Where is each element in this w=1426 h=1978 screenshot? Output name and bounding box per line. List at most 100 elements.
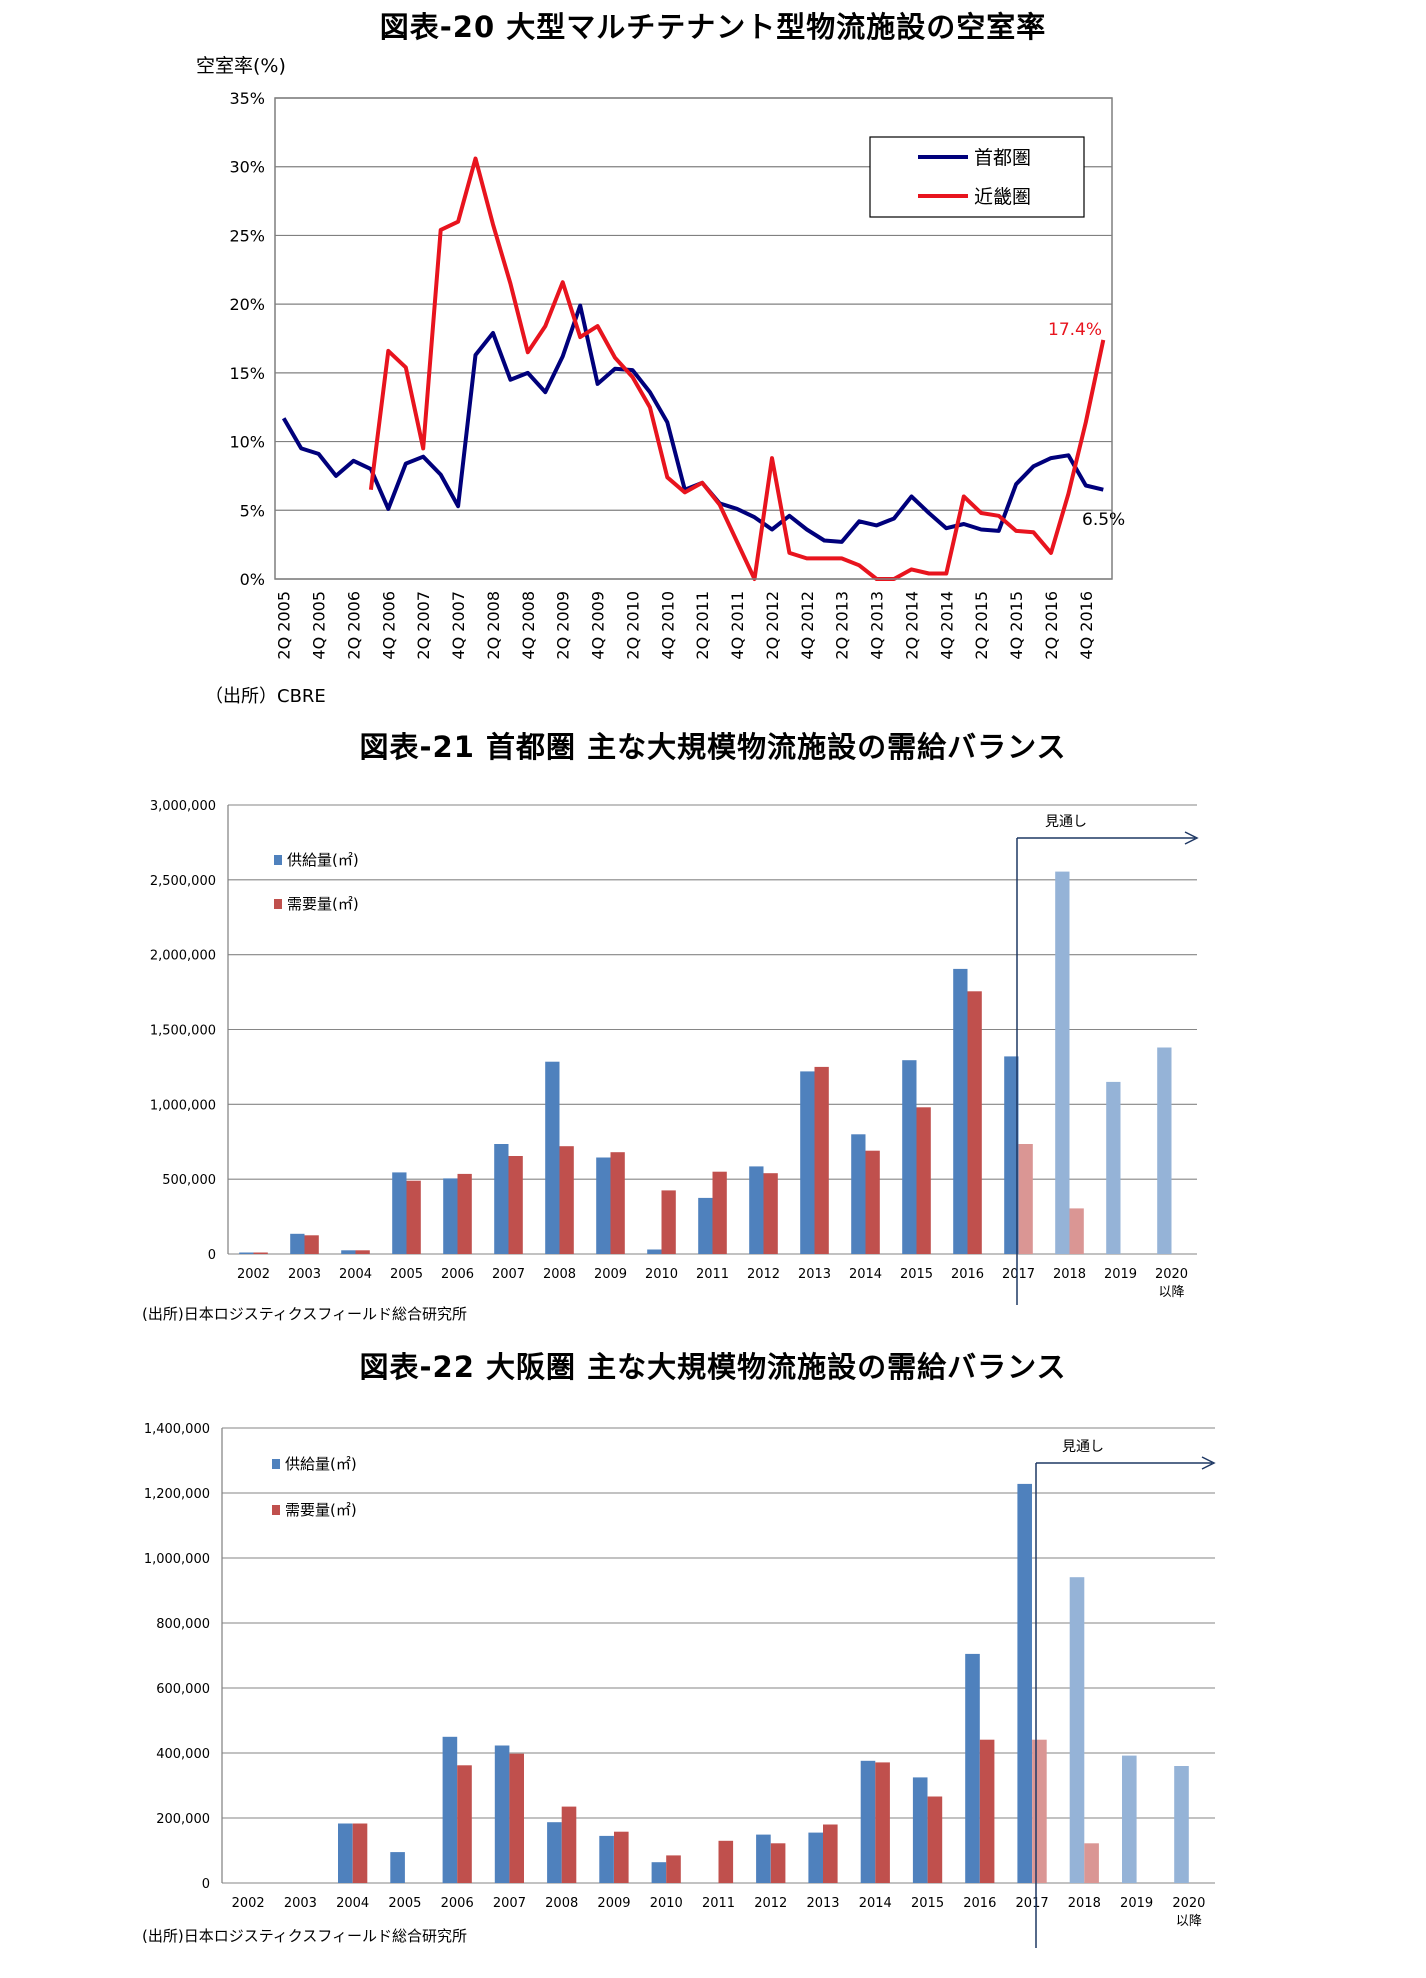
demand-bar-2006 [457, 1765, 472, 1883]
x-tick-label: 4Q 2014 [937, 591, 956, 660]
x-tick-label: 2Q 2005 [275, 591, 294, 660]
supply-bar-2019 [1106, 1081, 1121, 1254]
x-tick-label: 2Q 2014 [902, 591, 921, 660]
x-tick-label-line2: 以降 [1158, 1285, 1184, 1300]
supply-bar-2018 [1069, 1577, 1085, 1883]
x-tick-label: 2007 [492, 1267, 525, 1282]
demand-bar-2017 [1032, 1739, 1047, 1883]
series-line-kinki [368, 156, 1106, 581]
demand-bar-2010 [666, 1855, 681, 1883]
y-tick-label: 1,000,000 [150, 1098, 216, 1113]
demand-bar-2011 [718, 1840, 734, 1884]
demand-bar-2016 [967, 991, 982, 1254]
x-tick-label: 2010 [645, 1267, 678, 1282]
x-tick-label: 2006 [441, 1896, 474, 1911]
x-tick-label: 4Q 2005 [310, 591, 329, 660]
legend-label-kinki: 近畿圏 [974, 186, 1031, 208]
x-tick-label: 2009 [597, 1896, 630, 1911]
y-tick-label: 25% [229, 226, 265, 245]
x-tick-label: 2004 [336, 1896, 369, 1911]
y-tick-label: 30% [229, 158, 265, 177]
demand-bar-2007 [508, 1156, 523, 1254]
demand-bar-2008 [561, 1806, 577, 1883]
x-tick-label: 4Q 2010 [658, 591, 677, 660]
y-tick-label: 20% [229, 295, 265, 314]
demand-bar-2014 [865, 1150, 880, 1254]
x-tick-label: 4Q 2007 [449, 591, 468, 660]
x-tick-label: 2016 [963, 1896, 996, 1911]
supply-bar-2018 [1055, 871, 1070, 1254]
y-tick-label: 1,500,000 [150, 1024, 216, 1039]
x-tick-label: 2003 [284, 1896, 317, 1911]
x-tick-label: 2020 [1155, 1267, 1188, 1282]
source-note-22: (出所)日本ロジスティクスフィールド総合研究所 [142, 1927, 468, 1945]
annotation-kinki-last: 17.4% [1048, 320, 1102, 340]
supply-bar-2020 [1174, 1766, 1189, 1883]
x-tick-label: 2Q 2015 [972, 591, 991, 660]
demand-bar-2014 [875, 1762, 890, 1883]
supply-bar-2020 [1157, 1047, 1172, 1254]
demand-bar-2005 [406, 1180, 421, 1254]
x-tick-label: 2003 [288, 1267, 321, 1282]
y-axis-label: 空室率(%) [196, 55, 286, 77]
supply-bar-2017 [1004, 1056, 1019, 1254]
x-tick-label: 2Q 2009 [554, 591, 573, 660]
y-tick-label: 200,000 [156, 1812, 210, 1827]
x-tick-label: 2011 [696, 1267, 729, 1282]
legend: 供給量(㎡) 需要量(㎡) [274, 851, 359, 913]
x-tick-label: 2006 [441, 1267, 474, 1282]
x-tick-label: 2Q 2013 [833, 591, 852, 660]
demand-bar-2006 [457, 1173, 472, 1254]
x-tick-label: 2012 [754, 1896, 787, 1911]
y-tick-label: 0 [208, 1248, 216, 1263]
supply-bar-2011 [698, 1197, 713, 1254]
demand-bar-2011 [712, 1171, 727, 1254]
x-tick-label: 2018 [1053, 1267, 1086, 1282]
y-tick-label: 400,000 [156, 1747, 210, 1762]
y-tick-label: 5% [240, 501, 265, 520]
supply-bar-2007 [494, 1144, 509, 1254]
demand-bar-2008 [559, 1146, 574, 1254]
x-tick-label: 4Q 2013 [868, 591, 887, 660]
x-tick-label: 2014 [859, 1896, 892, 1911]
supply-bar-2015 [912, 1777, 928, 1883]
supply-bar-2004 [338, 1823, 353, 1883]
x-tick-labels: 2Q 2005 4Q 2005 2Q 2006 4Q 2006 2Q 2007 4Q 20… [275, 591, 1096, 660]
y-tick-label: 1,000,000 [144, 1552, 210, 1567]
y-tick-label: 800,000 [156, 1617, 210, 1632]
y-tick-label: 35% [229, 89, 265, 108]
supply-bar-2007 [494, 1745, 510, 1883]
legend-label-supply: 供給量(㎡) [287, 851, 359, 869]
y-tick-label: 0 [202, 1877, 210, 1892]
x-tick-labels: 2002 2003 2004 2005 2006 2007 2008 2009 2010 2011… [232, 1896, 1206, 1929]
demand-bar-2009 [614, 1831, 629, 1883]
supply-bar-2006 [442, 1736, 458, 1884]
x-tick-label: 4Q 2016 [1077, 591, 1096, 660]
legend-label-demand: 需要量(㎡) [285, 1501, 357, 1519]
x-tick-label: 2008 [545, 1896, 578, 1911]
vacancy-line-chart: 空室率(%) 0% 5% 10% 15% 20% 25% 30% 35% 2Q 2005 4Q … [196, 55, 1125, 660]
y-tick-label: 3,000,000 [150, 799, 216, 814]
x-tick-label: 4Q 2015 [1007, 591, 1026, 660]
y-tick-label: 2,500,000 [150, 874, 216, 889]
x-tick-label: 2Q 2008 [484, 591, 503, 660]
x-tick-label: 2019 [1120, 1896, 1153, 1911]
x-tick-label: 2Q 2010 [623, 591, 642, 660]
source-note-21: (出所)日本ロジスティクスフィールド総合研究所 [142, 1305, 468, 1323]
x-tick-label: 4Q 2006 [379, 591, 398, 660]
bars [338, 1483, 1189, 1884]
demand-bar-2002 [253, 1252, 268, 1254]
supply-bar-2010 [651, 1862, 667, 1883]
demand-bar-2003 [304, 1235, 319, 1254]
x-tick-label: 2020 [1172, 1896, 1205, 1911]
x-tick-label: 2017 [1002, 1267, 1035, 1282]
supply-bar-2016 [965, 1653, 980, 1883]
x-tick-label: 4Q 2012 [798, 591, 817, 660]
series-lines [281, 156, 1106, 581]
legend-swatch-supply [274, 855, 282, 865]
x-tick-label: 2008 [543, 1267, 576, 1282]
legend: 首都圏 近畿圏 [869, 136, 1085, 218]
y-tick-label: 1,400,000 [144, 1422, 210, 1437]
demand-bar-2009 [610, 1152, 625, 1254]
